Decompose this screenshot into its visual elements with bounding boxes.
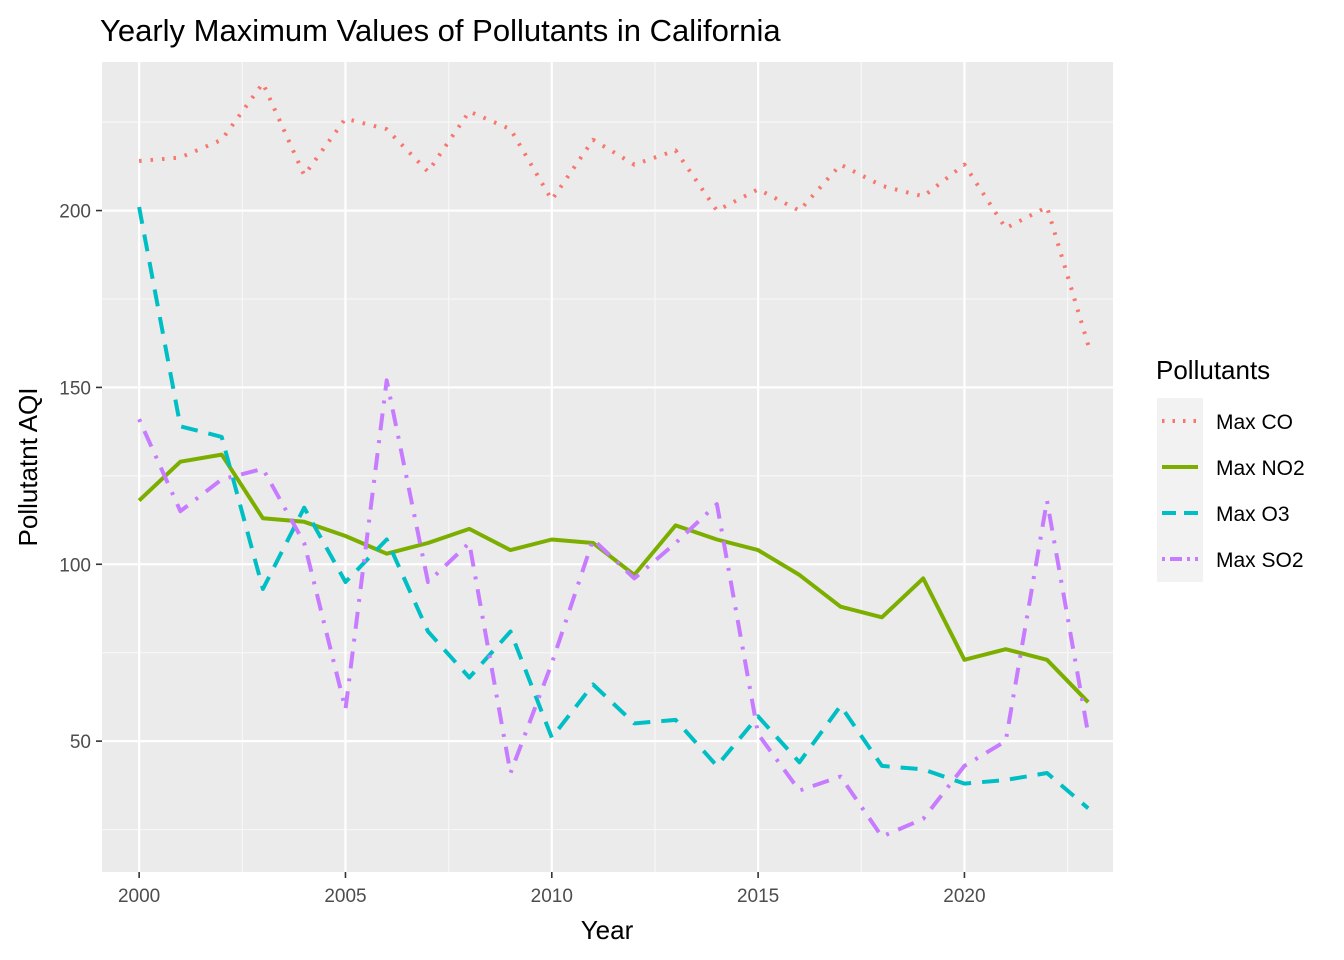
series-line-max-co [138,81,1091,346]
major-gridlines [102,62,1113,872]
x-tick-label: 2000 [118,886,160,907]
legend-label-max-no2: Max NO2 [1216,457,1305,480]
series-line-max-so2 [137,378,1091,839]
x-axis-ticks: 2000 2005 2010 2015 2020 [118,872,986,907]
x-tick-label: 2015 [737,886,779,907]
y-tick-label: 200 [59,202,91,223]
legend-items: Max CO Max NO2 Max O3 Max SO2 [1157,398,1305,582]
series-lines [137,81,1091,839]
chart-title: Yearly Maximum Values of Pollutants in C… [100,13,781,48]
legend-label-max-so2: Max SO2 [1216,549,1304,572]
x-tick-label: 2005 [324,886,366,907]
legend: Pollutants Max CO Max NO2 Max O3 Max SO2 [1156,355,1305,582]
y-tick-label: 150 [59,378,91,399]
y-tick-label: 50 [70,732,91,753]
series-line-max-no2 [137,452,1090,704]
y-axis-title: Pollutatnt AQI [13,388,43,547]
legend-title: Pollutants [1156,355,1270,385]
plot-panel [102,62,1113,872]
minor-gridlines [102,62,1113,872]
series-line-max-o3 [137,206,1090,810]
y-tick-label: 100 [59,555,91,576]
y-axis-ticks: 50 100 150 200 [59,202,102,753]
x-axis-title: Year [581,915,634,945]
x-tick-label: 2010 [531,886,573,907]
x-tick-label: 2020 [943,886,985,907]
legend-label-max-co: Max CO [1216,411,1293,434]
legend-label-max-o3: Max O3 [1216,503,1290,526]
